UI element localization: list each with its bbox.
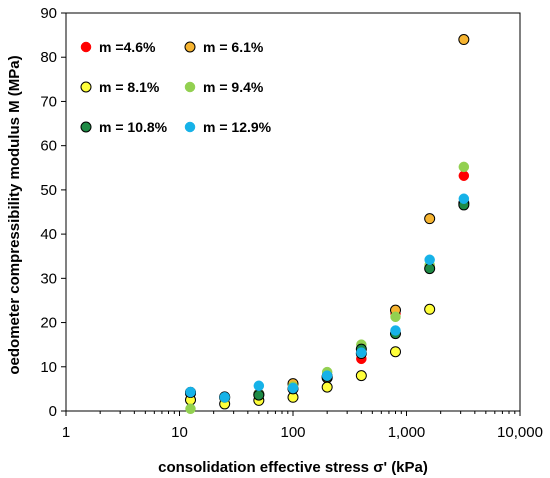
legend-label: m =4.6% [99,39,156,55]
data-point [287,382,299,394]
tick-labels: 0 10 20 30 40 50 60 70 80 90 1 10 100 1,000 10,000 [40,5,543,441]
legend-marker [80,41,92,53]
data-point [424,213,436,225]
data-point [321,370,333,381]
plot-frame [65,12,521,412]
legend-marker [184,41,196,53]
data-point [185,386,196,398]
x-tick-label: 1 [62,424,70,441]
y-tick-label: 30 [40,270,57,287]
data-point [458,161,470,173]
y-tick-label: 0 [49,403,57,420]
x-tick-label: 10 [171,424,188,441]
y-tick-label: 50 [40,182,57,199]
y-tick-label: 20 [40,315,57,332]
x-tick-label: 1,000 [388,424,426,441]
legend-marker [80,81,92,93]
legend-marker [184,81,196,93]
legend-marker [184,121,196,133]
legend-label: m = 12.9% [203,119,272,135]
legend-label: m = 10.8% [99,119,168,135]
data-point [390,311,401,323]
data-point [321,381,333,393]
y-tick-label: 60 [40,138,57,155]
data-point [253,380,265,392]
y-tick-label: 10 [40,359,57,376]
y-tick-label: 70 [40,93,57,110]
data-point [355,370,367,382]
data-point [185,403,196,415]
legend-marker [80,121,92,133]
legend-label: m = 6.1% [203,39,264,55]
y-tick-label: 80 [40,49,57,66]
x-tick-label: 10,000 [497,424,543,441]
data-point [458,193,470,204]
legend: m =4.6% m = 6.1% m = 8.1% m = 9.4% m = 10.8%… [80,39,272,135]
data-point [424,263,436,275]
data-point [219,392,230,403]
data-point [390,346,402,358]
data-point [390,325,401,336]
data-point [458,170,470,181]
x-axis-title: consolidation effective stress σ' (kPa) [158,459,428,476]
data-point [424,254,435,266]
axes [61,12,521,416]
y-tick-label: 40 [40,226,57,243]
data-point [253,389,265,401]
data-points [184,34,470,415]
x-tick-label: 100 [280,424,305,441]
data-point [458,34,470,46]
y-tick-label: 90 [40,5,57,22]
y-axis-title: oedometer compressibility modulus M (MPa… [6,55,23,374]
legend-label: m = 9.4% [203,79,264,95]
legend-label: m = 8.1% [99,79,160,95]
data-point [356,347,367,358]
data-point [424,303,436,315]
